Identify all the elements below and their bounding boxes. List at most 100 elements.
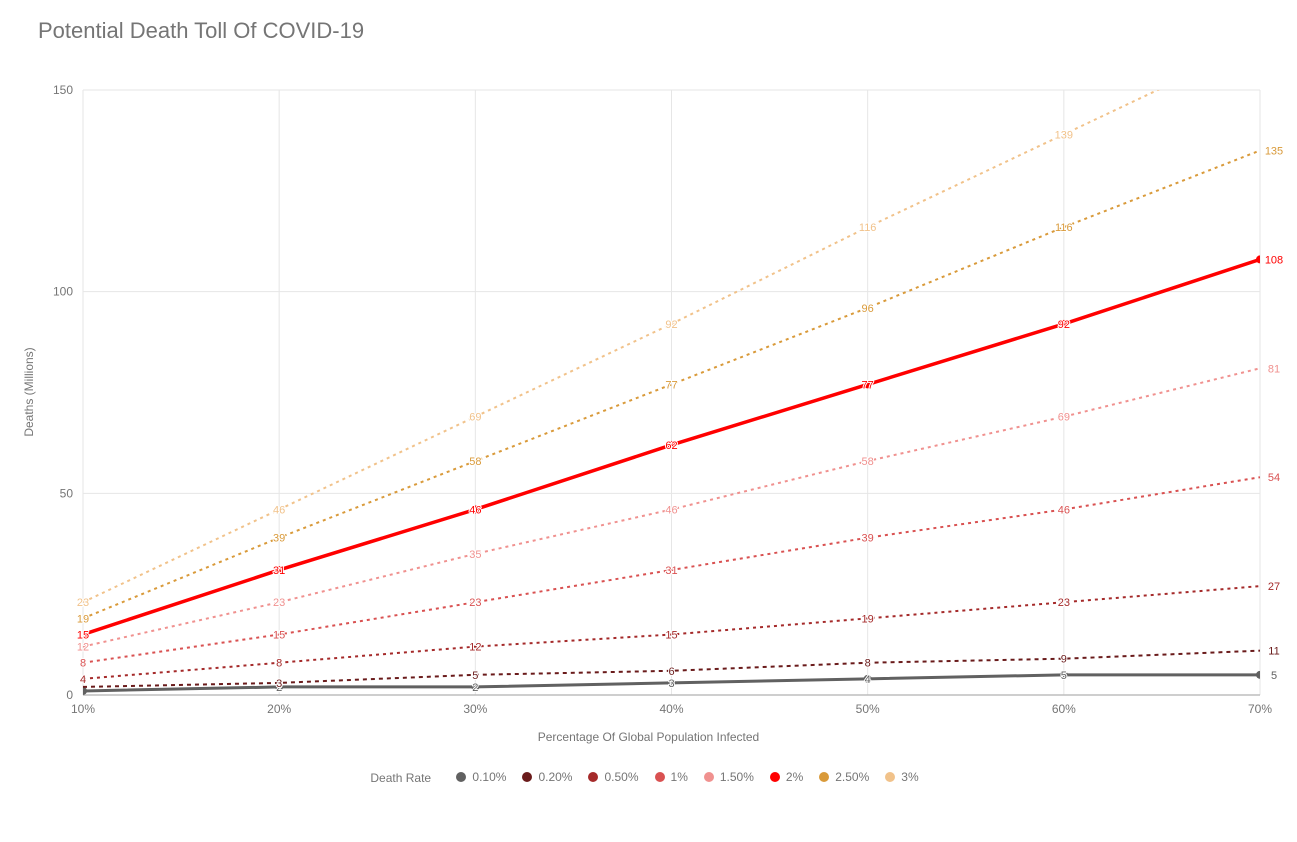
data-label: 35 — [469, 549, 481, 561]
y-ticks: 0 50 100 150 — [53, 83, 73, 702]
series-marker — [79, 687, 87, 695]
data-label: 15 — [77, 630, 89, 642]
data-label: 15 — [665, 630, 677, 642]
data-label: 4 — [865, 674, 871, 686]
data-label: 2 — [472, 682, 478, 694]
legend: Death Rate 0.10% 0.20% 0.50% 1% 1.50% 2% 2.50%… — [0, 770, 1297, 785]
legend-label: 3% — [901, 770, 918, 784]
svg-text:0: 0 — [66, 688, 73, 702]
data-label: 77 — [862, 379, 874, 391]
svg-text:50%: 50% — [856, 702, 880, 716]
data-label: 108 — [1265, 254, 1283, 266]
data-label: 135 — [1265, 146, 1283, 158]
data-label: 39 — [273, 533, 285, 545]
data-label: 92 — [1058, 319, 1070, 331]
data-label: 46 — [1058, 504, 1070, 516]
legend-item: 1.50% — [704, 770, 754, 784]
chart-svg: 05010015010%20%30%40%50%60%70%2234553568… — [83, 90, 1280, 695]
data-labels: 2234553568911481215192327815233139465412… — [77, 129, 1283, 694]
data-label: 39 — [862, 533, 874, 545]
data-label: 8 — [865, 658, 871, 670]
data-label: 9 — [1061, 654, 1067, 666]
legend-swatch — [655, 772, 665, 782]
legend-label: 0.20% — [538, 770, 572, 784]
data-label: 3 — [276, 678, 282, 690]
legend-item: 1% — [655, 770, 688, 784]
series-marker — [1256, 671, 1264, 679]
legend-label: 0.50% — [604, 770, 638, 784]
data-label: 46 — [665, 504, 677, 516]
legend-label: 1.50% — [720, 770, 754, 784]
x-ticks: 10% 20% 30% 40% 50% 60% 70% — [71, 702, 1272, 716]
legend-item: 0.50% — [588, 770, 638, 784]
data-label: 31 — [665, 565, 677, 577]
svg-text:60%: 60% — [1052, 702, 1076, 716]
legend-label: 2% — [786, 770, 803, 784]
legend-item: 0.10% — [456, 770, 506, 784]
legend-item: 2% — [770, 770, 803, 784]
data-label: 139 — [1055, 129, 1073, 141]
legend-label: 2.50% — [835, 770, 869, 784]
data-label: 54 — [1268, 472, 1280, 484]
data-label: 11 — [1268, 646, 1279, 658]
legend-swatch — [522, 772, 532, 782]
gridlines — [83, 90, 1260, 695]
data-label: 58 — [469, 456, 481, 468]
y-axis-label: Deaths (Millions) — [22, 347, 36, 436]
legend-item: 0.20% — [522, 770, 572, 784]
legend-swatch — [704, 772, 714, 782]
data-label: 3 — [668, 678, 674, 690]
series-marker — [1256, 255, 1264, 263]
svg-text:70%: 70% — [1248, 702, 1272, 716]
legend-swatch — [770, 772, 780, 782]
data-label: 69 — [469, 412, 481, 424]
legend-label: 0.10% — [472, 770, 506, 784]
legend-title: Death Rate — [370, 771, 431, 785]
data-label: 81 — [1268, 363, 1280, 375]
data-label: 19 — [77, 613, 89, 625]
svg-text:50: 50 — [60, 486, 74, 500]
svg-text:40%: 40% — [659, 702, 683, 716]
data-label: 46 — [273, 504, 285, 516]
data-label: 5 — [472, 670, 478, 682]
svg-text:150: 150 — [53, 83, 73, 97]
data-label: 46 — [469, 504, 481, 516]
data-label: 58 — [862, 456, 874, 468]
data-label: 6 — [668, 666, 674, 678]
data-label: 92 — [665, 319, 677, 331]
data-label: 5 — [1271, 670, 1277, 682]
data-label: 23 — [77, 597, 89, 609]
data-label: 23 — [469, 597, 481, 609]
data-label: 116 — [859, 222, 877, 234]
legend-label: 1% — [671, 770, 688, 784]
svg-text:10%: 10% — [71, 702, 95, 716]
data-label: 31 — [273, 565, 285, 577]
data-label: 96 — [862, 303, 874, 315]
data-label: 23 — [1058, 597, 1070, 609]
legend-swatch — [885, 772, 895, 782]
x-axis-label: Percentage Of Global Population Infected — [0, 730, 1297, 744]
data-label: 8 — [80, 658, 86, 670]
data-label: 116 — [1055, 222, 1073, 234]
data-label: 23 — [273, 597, 285, 609]
legend-swatch — [456, 772, 466, 782]
legend-item: 3% — [885, 770, 918, 784]
legend-swatch — [819, 772, 829, 782]
data-label: 12 — [77, 642, 89, 654]
svg-text:100: 100 — [53, 285, 73, 299]
data-label: 12 — [469, 642, 481, 654]
data-label: 4 — [80, 674, 86, 686]
y-axis-label-container: Deaths (Millions) — [22, 303, 36, 392]
legend-item: 2.50% — [819, 770, 869, 784]
data-label: 8 — [276, 658, 282, 670]
svg-text:30%: 30% — [463, 702, 487, 716]
data-label: 5 — [1061, 670, 1067, 682]
plot-area: 05010015010%20%30%40%50%60%70%2234553568… — [83, 90, 1260, 695]
legend-swatch — [588, 772, 598, 782]
data-label: 69 — [1058, 412, 1070, 424]
data-label: 77 — [665, 379, 677, 391]
svg-text:20%: 20% — [267, 702, 291, 716]
data-label: 27 — [1268, 581, 1280, 593]
data-label: 62 — [665, 440, 677, 452]
data-label: 19 — [862, 613, 874, 625]
